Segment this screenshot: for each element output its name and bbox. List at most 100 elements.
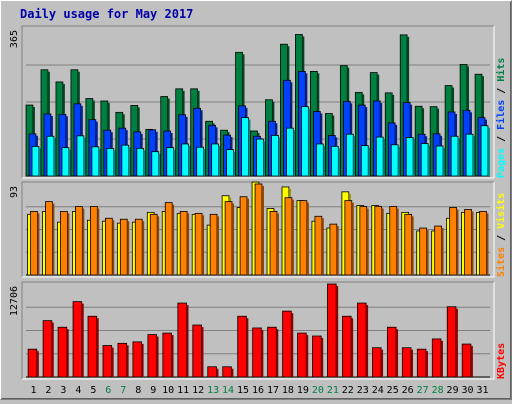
sites-panel-bar-sites-side [306,202,309,275]
sites-panel-bevel-dark [21,181,494,277]
hits-panel-bar-pages [61,147,70,177]
sites-panel-bar-sites [164,202,173,276]
hits-panel-bar-pages [465,133,474,177]
kbytes-panel-bar-kbytes-side [306,335,309,377]
hits-panel-bar-pages-side [248,119,251,176]
kbytes-panel-bar-kbytes-side [351,318,354,377]
kbytes-panel-bar-kbytes [207,366,217,378]
sites-panel-bar-sites-side [321,218,324,275]
x-tick-label: 17 [267,385,279,396]
hits-panel-bar-pages [46,135,55,177]
hits-panel-bar-pages-side [308,108,311,176]
kbytes-panel-bar-kbytes-side [411,349,414,377]
sites-panel-bar-sites-side [456,209,459,275]
kbytes-panel-bar-kbytes-side [111,347,114,377]
x-tick-label: 9 [150,385,156,396]
hits-panel-legend-item: / [496,88,507,100]
x-tick-label: 13 [207,385,219,396]
hits-panel-bar-pages-side [458,138,461,176]
sites-panel-bar-sites-side [157,216,160,275]
kbytes-panel-bar-kbytes-side [336,286,339,377]
sites-panel-bar-sites-side [97,208,100,275]
hits-panel-bar-pages-side [278,137,281,176]
sites-panel-bar-sites [224,201,233,276]
sites-panel-bar-sites-side [366,208,369,275]
sites-panel-bar-sites [284,197,293,276]
kbytes-panel-bar-kbytes [431,338,442,378]
hits-panel-bevel-light [22,26,495,179]
hits-panel-bar-pages-side [203,149,206,176]
kbytes-panel-bar-kbytes [416,348,427,378]
x-tick-label: 22 [342,385,354,396]
sites-panel-bar-sites [75,206,83,276]
sites-panel-bar-sites [404,213,413,276]
hits-panel-bar-pages-side [173,149,176,176]
kbytes-panel-bar-kbytes [267,326,277,378]
sites-panel-bar-sites [209,213,218,276]
x-tick-label: 31 [476,385,488,396]
kbytes-panel-bar-kbytes-side [425,351,428,377]
hits-panel-bar-pages [301,106,309,177]
sites-panel-bar-sites [149,213,158,276]
sites-panel-bar-sites [344,200,353,276]
sites-panel-bar-sites-side [187,213,190,275]
sites-panel-bar-sites [134,218,143,276]
sites-panel-bar-sites [329,223,338,276]
sites-panel-bar-sites [449,207,457,276]
hits-panel-bar-pages-side [128,147,131,176]
kbytes-panel-bar-kbytes [42,320,53,378]
kbytes-panel-bar-kbytes-side [246,318,249,377]
hits-panel-bar-pages-side [413,139,416,176]
kbytes-panel-bar-kbytes-side [141,343,144,377]
kbytes-panel-bar-kbytes-side [440,340,443,377]
x-tick-label: 19 [297,385,309,396]
hits-panel-bar-pages-side [338,148,341,176]
kbytes-panel-bar-kbytes-side [36,351,39,377]
hits-panel-bar-pages [405,137,414,177]
sites-panel-bevel-light [22,182,495,278]
kbytes-panel-bar-kbytes-side [216,368,219,377]
hits-panel-bar-pages [286,127,294,177]
hits-panel-bar-pages-side [398,146,401,176]
sites-panel-bar-sites-side [202,215,205,275]
kbytes-panel-bar-kbytes [252,327,262,378]
sites-panel-bar-sites-side [37,213,40,275]
hits-panel-legend-item: Hits [495,58,507,88]
sites-panel-bar-sites [314,215,323,276]
kbytes-panel-bar-kbytes [147,334,157,378]
hits-panel-bar-pages-side [68,149,71,176]
kbytes-panel-bevel-light [22,282,495,380]
hits-panel-bar-pages [136,148,145,177]
kbytes-panel-bar-kbytes-side [321,338,324,377]
x-tick-label: 1 [30,385,36,396]
x-tick-label: 29 [447,385,459,396]
hits-panel-bar-pages [330,145,339,177]
x-tick-label: 18 [282,385,294,396]
kbytes-panel-legend-item: KBytes [496,343,507,379]
kbytes-panel-bar-kbytes [177,302,187,378]
hits-panel-bar-files-side [65,116,68,176]
kbytes-panel-bar-kbytes [57,326,68,378]
x-tick-label: 25 [387,385,399,396]
kbytes-panel-bar-kbytes [117,342,128,378]
hits-panel-bar-pages [316,143,324,177]
kbytes-panel-bar-kbytes-side [171,335,174,377]
kbytes-panel-bar-kbytes [162,332,172,378]
hits-panel-bar-pages [211,143,219,177]
sites-panel-bar-sites-side [351,202,354,275]
x-tick-label: 3 [60,385,66,396]
sites-panel-bar-sites [254,183,263,276]
kbytes-panel-ymax-label: 12706 [9,286,20,316]
sites-panel-bar-sites [194,212,203,276]
hits-panel-bar-pages [106,148,115,177]
hits-panel-bar-pages [76,135,85,177]
kbytes-panel-bar-kbytes-side [231,368,234,377]
sites-panel-bar-sites [104,217,113,276]
hits-panel-ymax-label: 365 [9,30,20,48]
hits-panel-bar-pages [241,117,249,177]
x-tick-label: 10 [162,385,174,396]
kbytes-panel-bar-kbytes-side [186,305,189,377]
x-tick-label: 5 [90,385,96,396]
